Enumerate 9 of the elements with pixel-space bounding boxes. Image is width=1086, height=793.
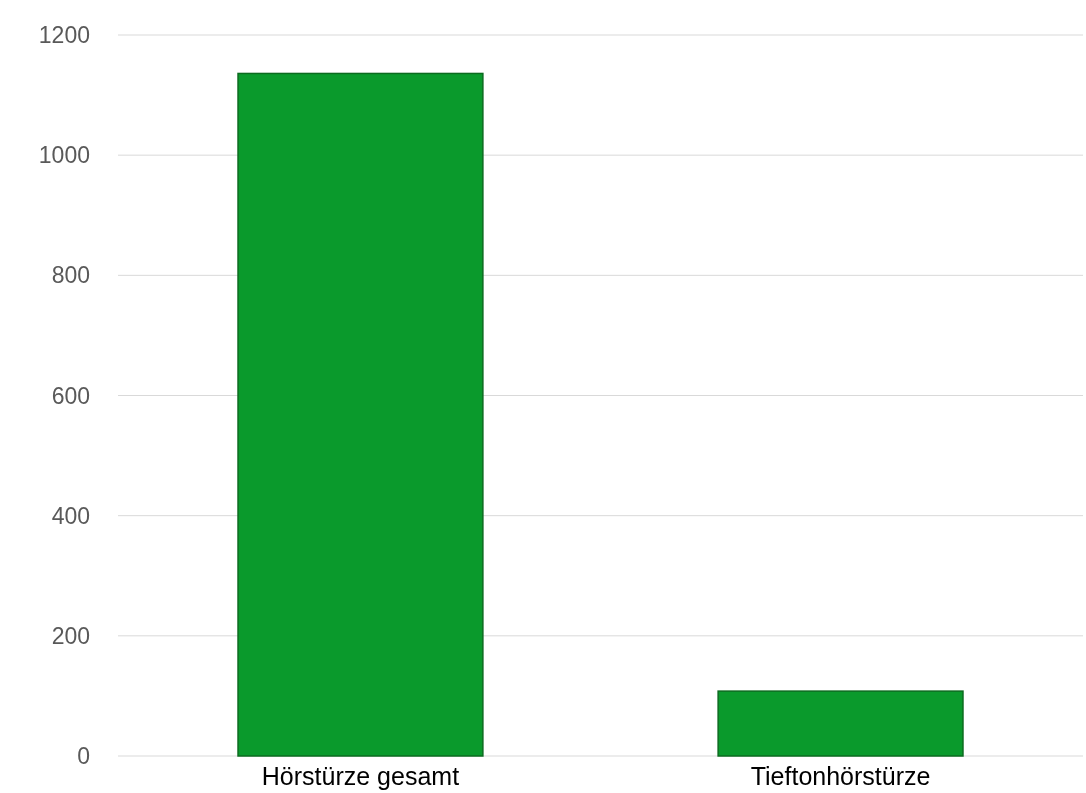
y-tick-label: 600 bbox=[51, 382, 90, 409]
y-tick-label: 800 bbox=[51, 262, 90, 289]
x-tick-label: Hörstürze gesamt bbox=[261, 762, 460, 790]
x-tick-label: Tieftonhörstürze bbox=[750, 762, 931, 790]
y-tick-label: 400 bbox=[51, 502, 90, 529]
y-tick-label: 200 bbox=[51, 622, 90, 649]
y-tick-label: 1200 bbox=[38, 22, 90, 49]
y-tick-label: 1000 bbox=[38, 142, 90, 169]
y-tick-label: 0 bbox=[77, 743, 90, 770]
